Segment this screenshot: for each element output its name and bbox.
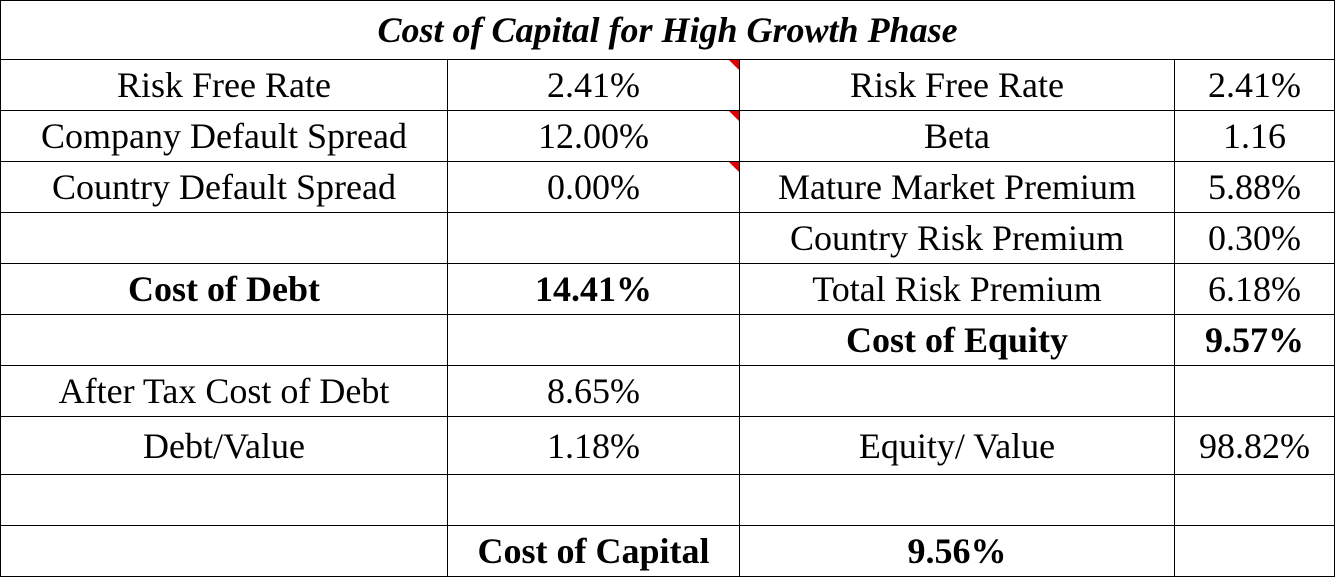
empty-cell[interactable] [739, 365, 1175, 417]
empty-cell[interactable] [0, 525, 448, 577]
empty-cell[interactable] [0, 314, 448, 366]
equity-risk-free-label[interactable]: Risk Free Rate [739, 59, 1175, 111]
comment-indicator-icon[interactable] [729, 162, 739, 172]
empty-cell[interactable] [447, 314, 740, 366]
empty-cell[interactable] [1173, 525, 1335, 577]
total-premium-value[interactable]: 6.18% [1173, 263, 1335, 315]
country-premium-value[interactable]: 0.30% [1173, 212, 1335, 264]
equity-weight-value[interactable]: 98.82% [1173, 416, 1335, 475]
comment-indicator-icon[interactable] [729, 60, 739, 70]
table-row: Country Risk Premium 0.30% [0, 212, 1335, 264]
debt-risk-free-label[interactable]: Risk Free Rate [0, 59, 448, 111]
company-spread-value[interactable]: 12.00% [447, 110, 740, 162]
empty-cell[interactable] [447, 474, 740, 526]
company-spread-label[interactable]: Company Default Spread [0, 110, 448, 162]
sheet-title: Cost of Capital for High Growth Phase [0, 0, 1335, 60]
equity-risk-free-value[interactable]: 2.41% [1173, 59, 1335, 111]
table-row: Company Default Spread 12.00% Beta 1.16 [0, 110, 1335, 162]
cost-of-capital-label[interactable]: Cost of Capital [447, 525, 740, 577]
after-tax-debt-value[interactable]: 8.65% [447, 365, 740, 417]
beta-value[interactable]: 1.16 [1173, 110, 1335, 162]
debt-weight-value[interactable]: 1.18% [447, 416, 740, 475]
empty-cell[interactable] [0, 212, 448, 264]
country-premium-label[interactable]: Country Risk Premium [739, 212, 1175, 264]
total-premium-label[interactable]: Total Risk Premium [739, 263, 1175, 315]
table-row: Cost of Capital 9.56% [0, 525, 1335, 577]
after-tax-debt-label[interactable]: After Tax Cost of Debt [0, 365, 448, 417]
beta-label[interactable]: Beta [739, 110, 1175, 162]
country-spread-label[interactable]: Country Default Spread [0, 161, 448, 213]
mature-premium-value[interactable]: 5.88% [1173, 161, 1335, 213]
table-row: Debt/Value 1.18% Equity/ Value 98.82% [0, 416, 1335, 475]
cost-of-debt-label[interactable]: Cost of Debt [0, 263, 448, 315]
cost-of-debt-value[interactable]: 14.41% [447, 263, 740, 315]
empty-cell[interactable] [739, 474, 1175, 526]
cost-of-capital-value[interactable]: 9.56% [739, 525, 1175, 577]
table-row [0, 474, 1335, 526]
cost-of-equity-label[interactable]: Cost of Equity [739, 314, 1175, 366]
empty-cell[interactable] [1173, 365, 1335, 417]
country-spread-value[interactable]: 0.00% [447, 161, 740, 213]
empty-cell[interactable] [0, 474, 448, 526]
empty-cell[interactable] [1173, 474, 1335, 526]
table-row: After Tax Cost of Debt 8.65% [0, 365, 1335, 417]
table-row: Cost of Debt 14.41% Total Risk Premium 6… [0, 263, 1335, 315]
equity-weight-label[interactable]: Equity/ Value [739, 416, 1175, 475]
table-row: Country Default Spread 0.00% Mature Mark… [0, 161, 1335, 213]
mature-premium-label[interactable]: Mature Market Premium [739, 161, 1175, 213]
debt-risk-free-value[interactable]: 2.41% [447, 59, 740, 111]
table-row: Risk Free Rate 2.41% Risk Free Rate 2.41… [0, 59, 1335, 111]
comment-indicator-icon[interactable] [729, 111, 739, 121]
debt-weight-label[interactable]: Debt/Value [0, 416, 448, 475]
empty-cell[interactable] [447, 212, 740, 264]
cost-of-equity-value[interactable]: 9.57% [1173, 314, 1335, 366]
table-row: Cost of Equity 9.57% [0, 314, 1335, 366]
